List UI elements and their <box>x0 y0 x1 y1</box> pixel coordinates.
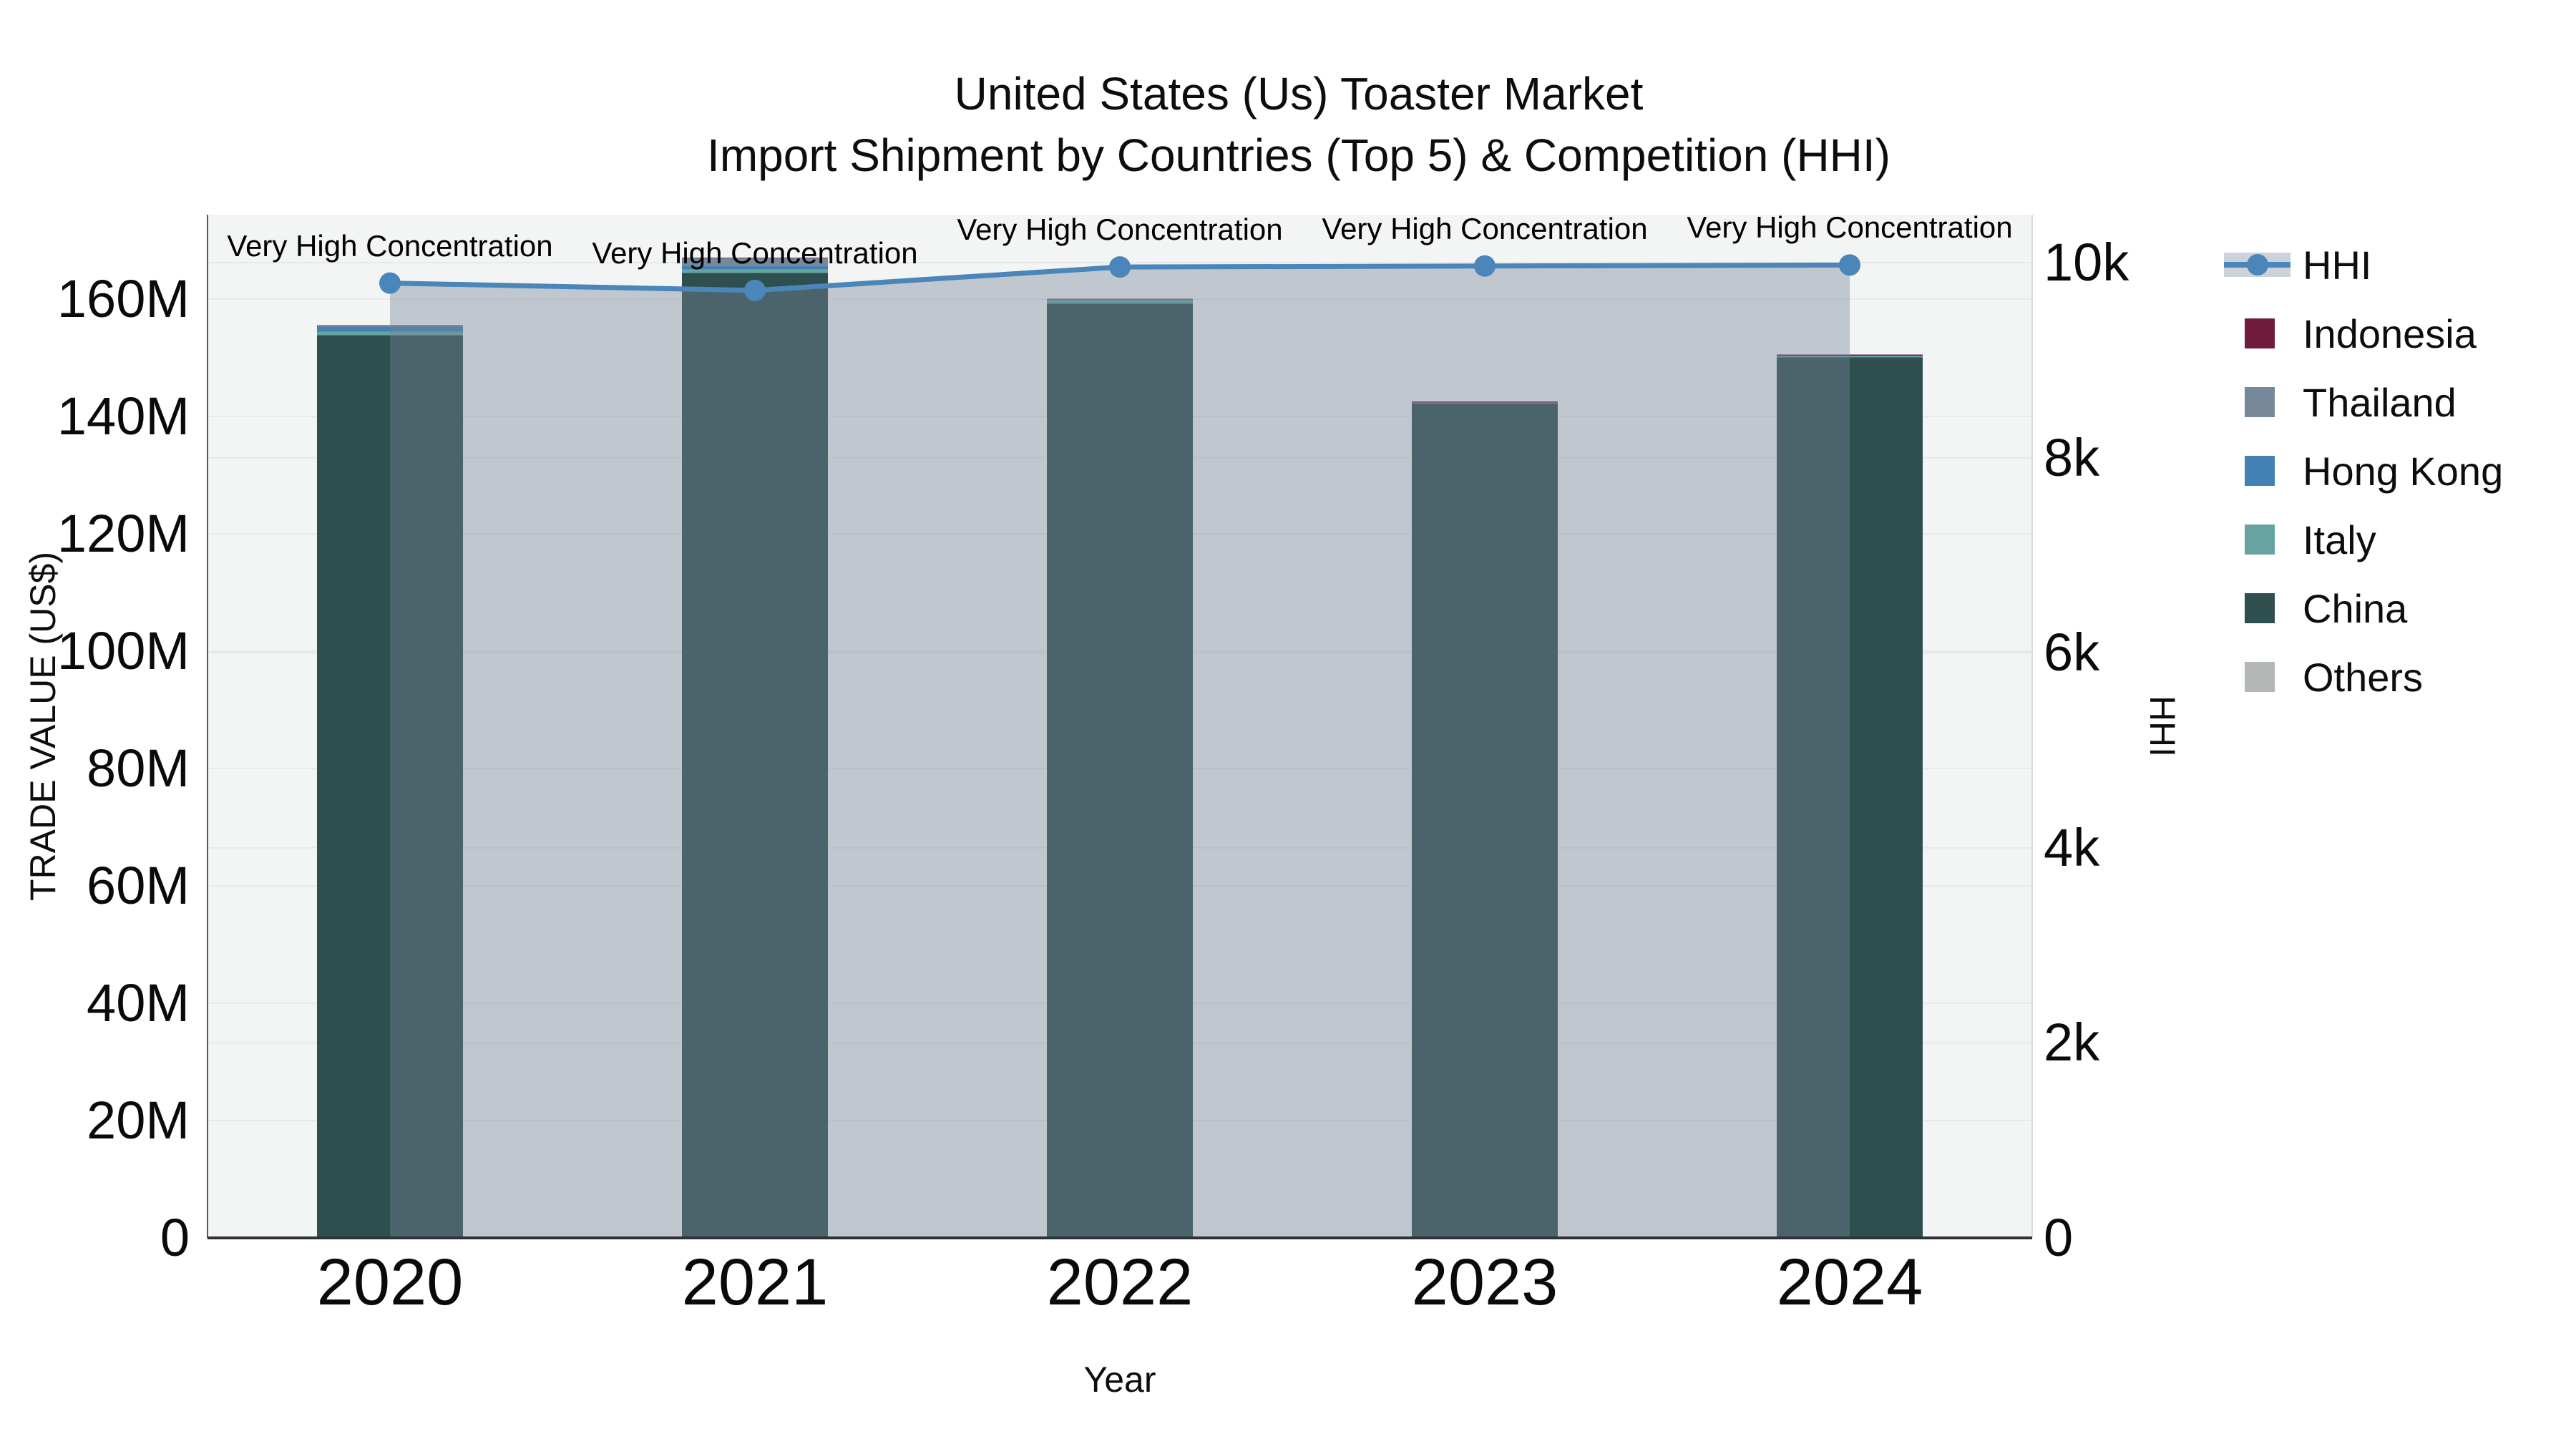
bar-segment-indonesia-2020[interactable] <box>317 325 463 326</box>
bar-segment-hong-kong-2021[interactable] <box>682 265 828 270</box>
hhi-area-fill <box>390 265 1850 1239</box>
annotation-2022: Very High Concentration <box>957 213 1283 247</box>
x-axis-tick-2020: 2020 <box>316 1246 464 1319</box>
y-axis-tick-right-6k: 6k <box>2044 623 2100 683</box>
x-axis-tick-2022: 2022 <box>1046 1246 1194 1319</box>
chart-title-line1: United States (Us) Toaster Market <box>954 68 1644 119</box>
legend-item-thailand[interactable]: Thailand <box>2211 368 2503 436</box>
legend-label-others: Others <box>2303 654 2424 700</box>
hhi-marker-2021[interactable] <box>744 279 766 301</box>
y-axis-title-right: HHI <box>2142 695 2182 758</box>
legend-label-hhi: HHI <box>2303 242 2372 288</box>
legend-item-indonesia[interactable]: Indonesia <box>2211 299 2503 368</box>
annotation-2020: Very High Concentration <box>227 228 553 263</box>
legend-label-italy: Italy <box>2303 517 2376 562</box>
bar-segment-china-2020[interactable] <box>317 335 463 1238</box>
bar-segment-thailand-2021[interactable] <box>682 258 828 266</box>
legend-swatch-icon-italy <box>2211 505 2303 574</box>
bar-segment-china-2022[interactable] <box>1047 303 1193 1238</box>
chart-title-line2: Import Shipment by Countries (Top 5) & C… <box>707 130 1890 181</box>
hhi-marker-glyph <box>2247 254 2268 275</box>
bar-segment-italy-2022[interactable] <box>1047 300 1193 304</box>
legend-swatch-icon-others <box>2211 643 2303 711</box>
bar-segment-italy-2021[interactable] <box>682 269 828 273</box>
bar-segment-indonesia-2022[interactable] <box>1047 298 1193 300</box>
legend-swatch-icon-china <box>2211 574 2303 643</box>
hhi-marker-2023[interactable] <box>1474 255 1496 277</box>
y-axis-tick-left-100M: 100M <box>57 621 190 680</box>
y-axis-tick-right-8k: 8k <box>2044 427 2100 487</box>
legend-item-italy[interactable]: Italy <box>2211 505 2503 574</box>
y-axis-tick-right-0: 0 <box>2044 1208 2074 1267</box>
x-axis-title: Year <box>1083 1360 1156 1400</box>
x-axis-tick-2024: 2024 <box>1776 1246 1923 1319</box>
chart-title: United States (Us) Toaster Market Import… <box>707 63 1890 186</box>
bar-segment-china-2024[interactable] <box>1777 357 1923 1238</box>
y-axis-tick-left-160M: 160M <box>57 269 190 328</box>
y-axis-tick-left-0: 0 <box>160 1208 190 1267</box>
y-axis-tick-right-10k: 10k <box>2044 233 2129 292</box>
legend-label-china: China <box>2303 585 2408 631</box>
y-axis-tick-left-40M: 40M <box>87 973 190 1033</box>
y-axis-tick-right-2k: 2k <box>2044 1013 2100 1073</box>
y-axis-tick-left-80M: 80M <box>87 738 190 798</box>
y-axis-tick-left-20M: 20M <box>87 1091 190 1150</box>
bar-segment-hong-kong-2023[interactable] <box>1412 403 1558 404</box>
y-axis-tick-left-60M: 60M <box>87 856 190 915</box>
annotation-2021: Very High Concentration <box>592 235 918 270</box>
legend-item-china[interactable]: China <box>2211 574 2503 643</box>
annotation-2023: Very High Concentration <box>1322 211 1648 245</box>
bar-segment-italy-2024[interactable] <box>1777 356 1923 358</box>
bar-segment-thailand-2022[interactable] <box>1047 299 1193 300</box>
bar-segment-indonesia-2024[interactable] <box>1777 354 1923 356</box>
legend-swatch-icon-thailand <box>2211 368 2303 436</box>
color-swatch <box>2245 525 2275 555</box>
legend-label-hong-kong: Hong Kong <box>2303 448 2504 494</box>
legend: HHI Indonesia Thailand Hong Kong Italy China O… <box>2211 230 2503 711</box>
hhi-line-legend-icon <box>2211 230 2303 299</box>
color-swatch <box>2245 318 2275 348</box>
hhi-marker-2020[interactable] <box>379 272 401 294</box>
bar-segment-indonesia-2023[interactable] <box>1412 401 1558 403</box>
bar-segment-china-2021[interactable] <box>682 273 828 1238</box>
color-swatch <box>2245 387 2275 417</box>
bar-segment-hong-kong-2022[interactable] <box>1047 299 1193 301</box>
y-axis-tick-right-4k: 4k <box>2044 817 2100 877</box>
bar-segment-hong-kong-2024[interactable] <box>1777 356 1923 357</box>
legend-label-indonesia: Indonesia <box>2303 311 2477 356</box>
annotation-2024: Very High Concentration <box>1687 210 2013 245</box>
y-axis-title-left: TRADE VALUE (US$) <box>23 551 63 902</box>
y-axis-tick-left-120M: 120M <box>57 504 190 563</box>
x-axis-tick-2023: 2023 <box>1411 1246 1558 1319</box>
hhi-marker-2024[interactable] <box>1839 254 1860 276</box>
legend-swatch-icon-indonesia <box>2211 299 2303 368</box>
legend-item-others[interactable]: Others <box>2211 643 2503 711</box>
x-axis-tick-2021: 2021 <box>681 1246 829 1319</box>
bar-segment-thailand-2023[interactable] <box>1412 402 1558 404</box>
bar-segment-china-2023[interactable] <box>1412 403 1558 1238</box>
legend-label-thailand: Thailand <box>2303 379 2457 425</box>
legend-item-hhi[interactable]: HHI <box>2211 230 2503 299</box>
color-swatch <box>2245 662 2275 692</box>
legend-swatch-icon-hong-kong <box>2211 436 2303 505</box>
y-axis-tick-left-140M: 140M <box>57 386 190 446</box>
hhi-marker-2022[interactable] <box>1109 256 1131 278</box>
bar-segment-italy-2020[interactable] <box>317 331 463 336</box>
color-swatch <box>2245 593 2275 623</box>
legend-item-hong-kong[interactable]: Hong Kong <box>2211 436 2503 505</box>
bar-segment-hong-kong-2020[interactable] <box>317 326 463 332</box>
color-swatch <box>2245 456 2275 486</box>
